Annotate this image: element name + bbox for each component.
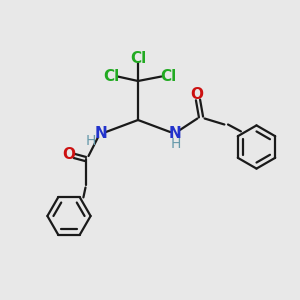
Text: O: O xyxy=(190,87,203,102)
Text: Cl: Cl xyxy=(130,51,146,66)
Text: H: H xyxy=(170,137,181,151)
Text: N: N xyxy=(94,126,107,141)
Text: Cl: Cl xyxy=(160,69,176,84)
Text: H: H xyxy=(86,134,96,148)
Text: O: O xyxy=(62,147,76,162)
Text: N: N xyxy=(169,126,182,141)
Text: Cl: Cl xyxy=(103,69,119,84)
